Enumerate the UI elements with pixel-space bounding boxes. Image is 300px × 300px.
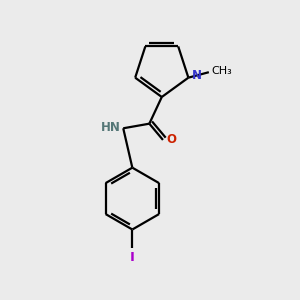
Text: O: O [166, 134, 176, 146]
Text: N: N [192, 69, 202, 82]
Text: HN: HN [101, 121, 121, 134]
Text: CH₃: CH₃ [211, 66, 232, 76]
Text: I: I [130, 251, 135, 264]
